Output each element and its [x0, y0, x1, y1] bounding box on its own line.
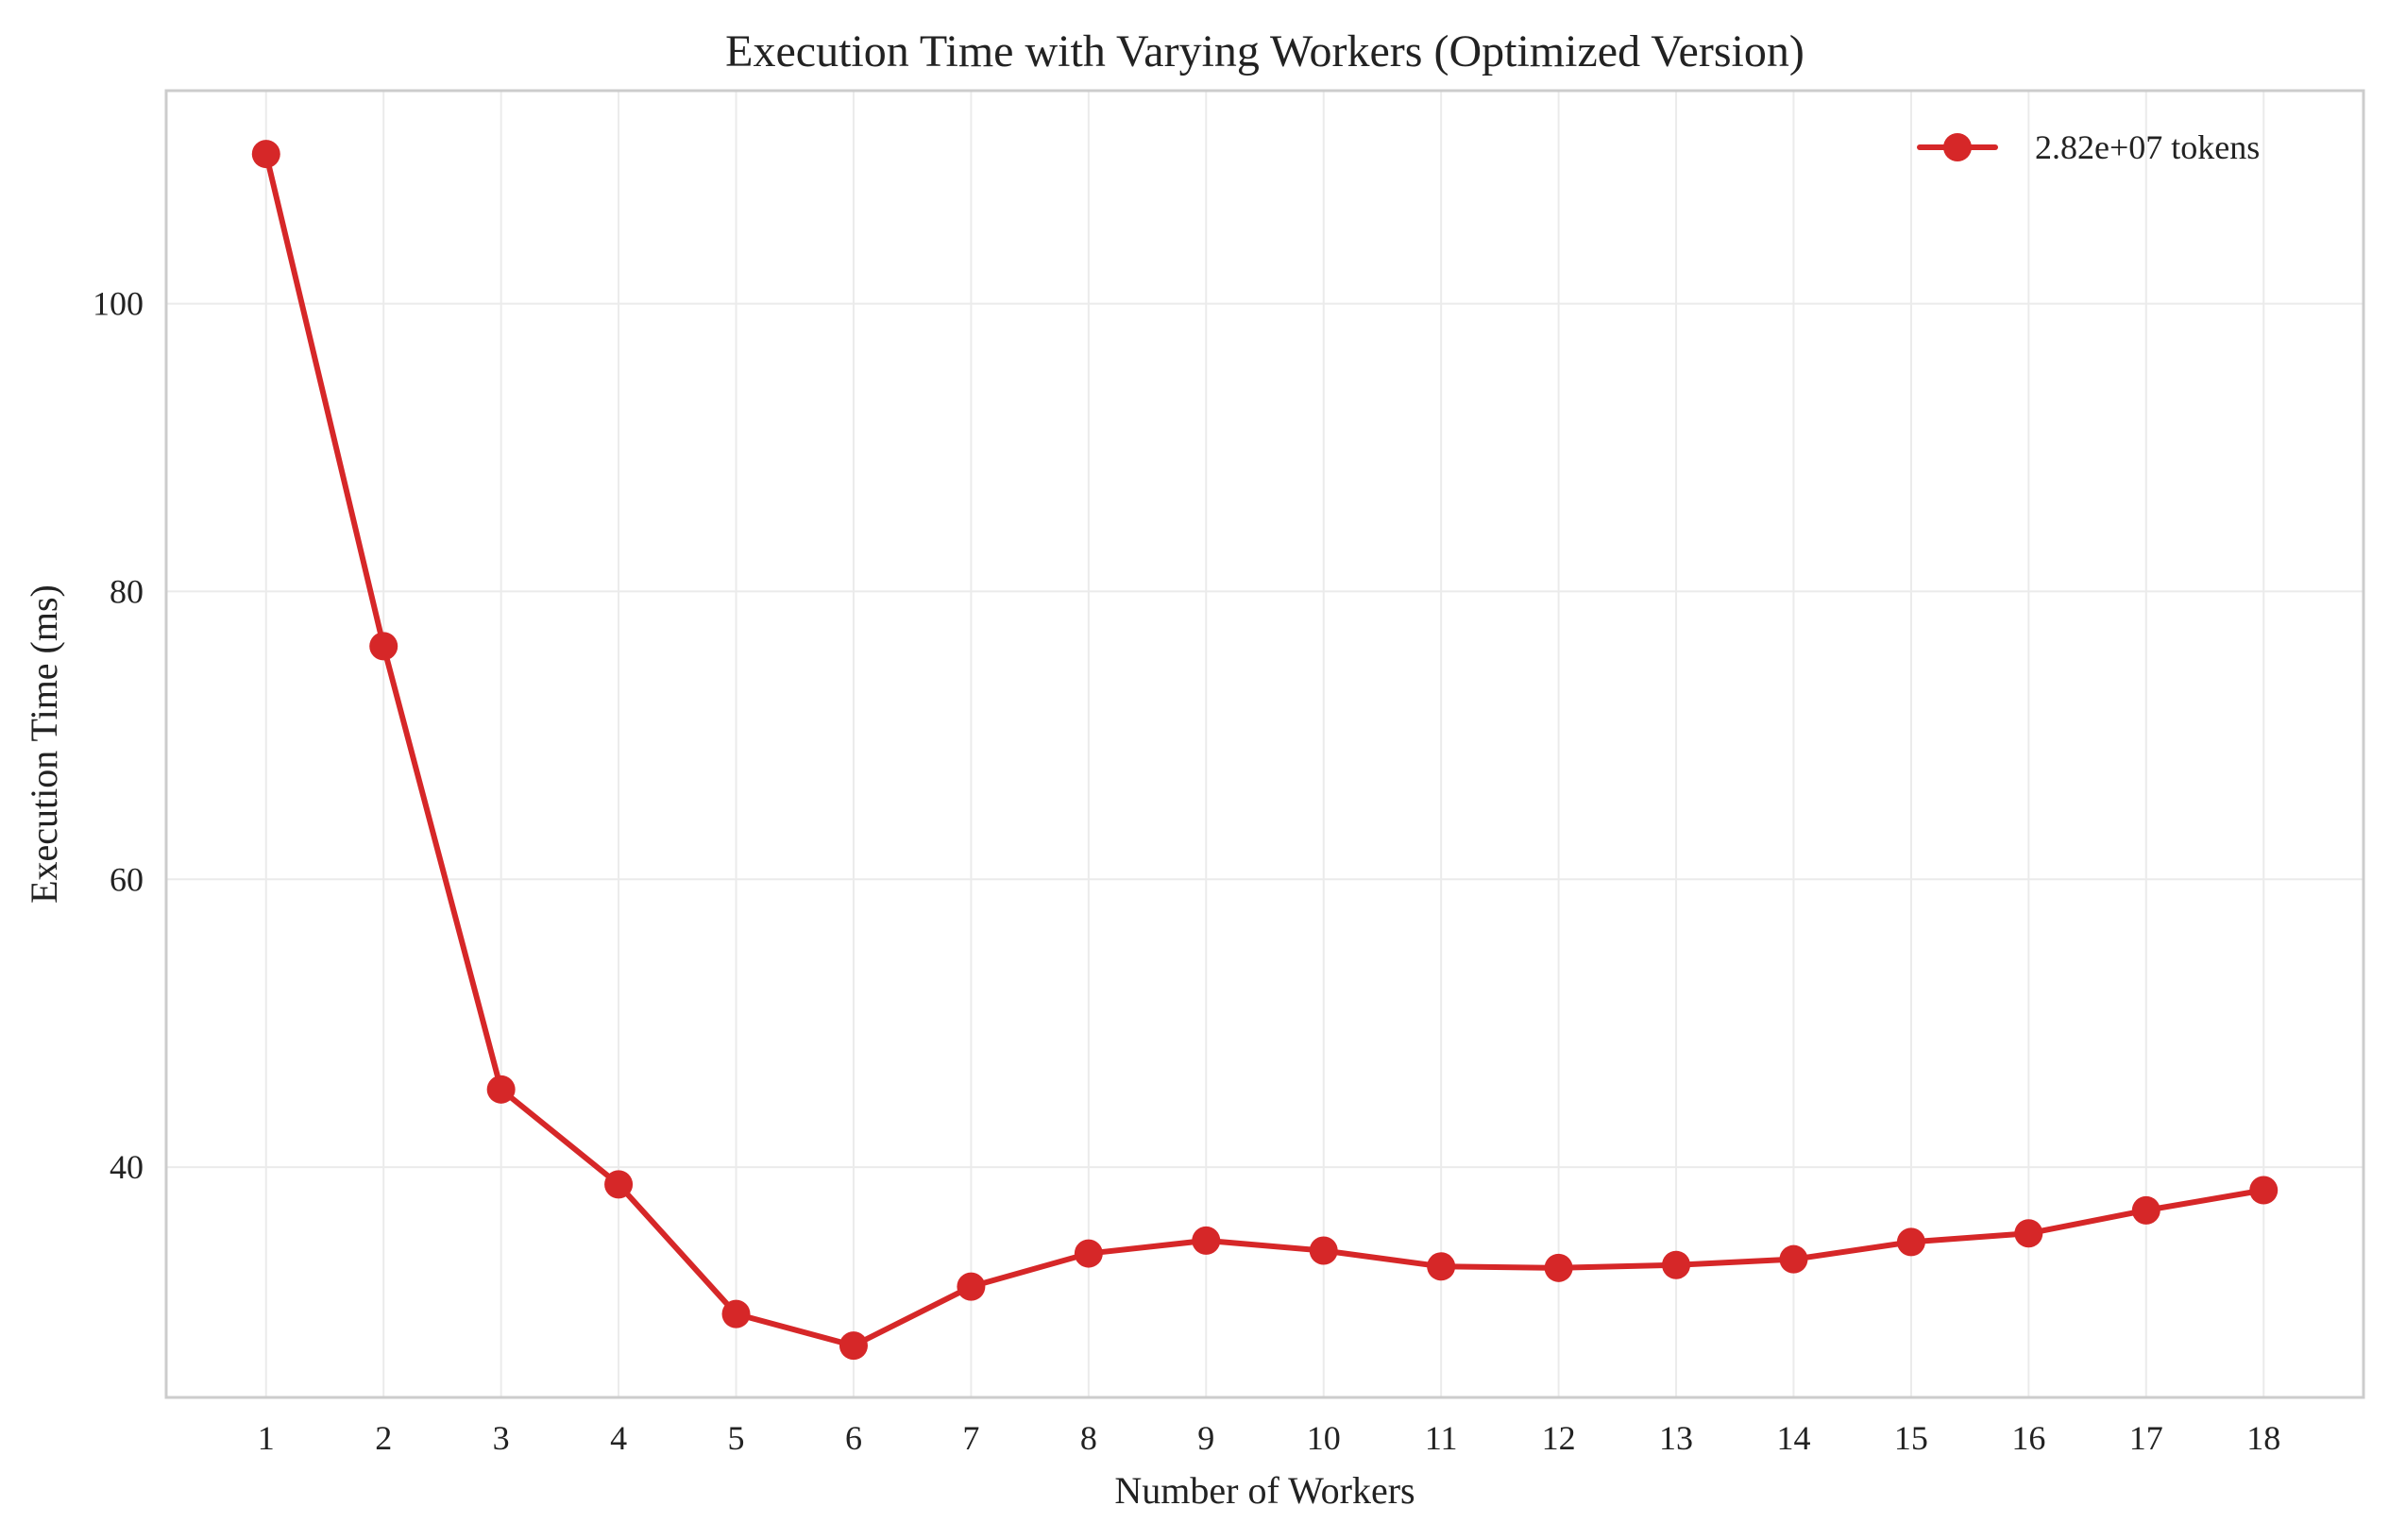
- data-point: [1192, 1226, 1221, 1255]
- data-point: [1662, 1250, 1691, 1279]
- data-point: [839, 1331, 868, 1361]
- y-tick-label: 100: [93, 285, 144, 323]
- x-tick-label: 15: [1894, 1419, 1928, 1457]
- x-tick-label: 14: [1776, 1419, 1810, 1457]
- x-tick-label: 2: [375, 1419, 392, 1457]
- data-point: [2014, 1219, 2043, 1248]
- x-tick-label: 16: [2011, 1419, 2045, 1457]
- x-tick-label: 7: [962, 1419, 979, 1457]
- grid-lines: [166, 91, 2364, 1397]
- data-point: [721, 1299, 751, 1328]
- y-axis-ticks: 40 60 80 100: [93, 285, 144, 1187]
- x-tick-label: 17: [2129, 1419, 2163, 1457]
- data-point: [957, 1272, 986, 1301]
- data-point: [1544, 1253, 1573, 1282]
- legend: 2.82e+07 tokens: [1917, 128, 2260, 166]
- data-point: [251, 140, 280, 169]
- y-axis-label: Execution Time (ms): [23, 584, 65, 904]
- y-tick-label: 60: [110, 860, 144, 898]
- data-point: [1074, 1239, 1103, 1268]
- plot-area-frame: [164, 89, 2365, 1399]
- x-tick-label: 9: [1197, 1419, 1214, 1457]
- data-point: [1779, 1244, 1808, 1274]
- y-tick-label: 40: [110, 1148, 144, 1186]
- data-point: [1427, 1252, 1456, 1281]
- data-point: [2131, 1195, 2160, 1225]
- data-point: [369, 632, 398, 661]
- x-tick-label: 12: [1542, 1419, 1576, 1457]
- x-tick-label: 18: [2246, 1419, 2280, 1457]
- chart-title: Execution Time with Varying Workers (Opt…: [725, 26, 1804, 76]
- data-point: [486, 1075, 516, 1104]
- x-tick-label: 4: [610, 1419, 627, 1457]
- data-point: [1896, 1227, 1925, 1257]
- data-point: [1309, 1236, 1338, 1265]
- data-point: [604, 1170, 634, 1199]
- x-tick-label: 5: [728, 1419, 745, 1457]
- x-axis-label: Number of Workers: [1114, 1469, 1415, 1512]
- data-point: [2249, 1176, 2279, 1205]
- y-tick-label: 80: [110, 572, 144, 610]
- x-axis-ticks: 1 2 3 4 5 6 7 8 9 10 11 12 13 14 15 16 17 18: [258, 1419, 2280, 1457]
- x-tick-label: 13: [1659, 1419, 1693, 1457]
- legend-marker-swatch: [1943, 133, 1972, 161]
- x-tick-label: 11: [1425, 1419, 1458, 1457]
- legend-entry-label: 2.82e+07 tokens: [2035, 128, 2260, 166]
- x-tick-label: 6: [845, 1419, 862, 1457]
- x-tick-label: 8: [1080, 1419, 1097, 1457]
- x-tick-label: 3: [493, 1419, 510, 1457]
- series-line: [263, 151, 2267, 1349]
- series-layer: [251, 140, 2279, 1361]
- x-tick-label: 1: [258, 1419, 275, 1457]
- x-tick-label: 10: [1307, 1419, 1341, 1457]
